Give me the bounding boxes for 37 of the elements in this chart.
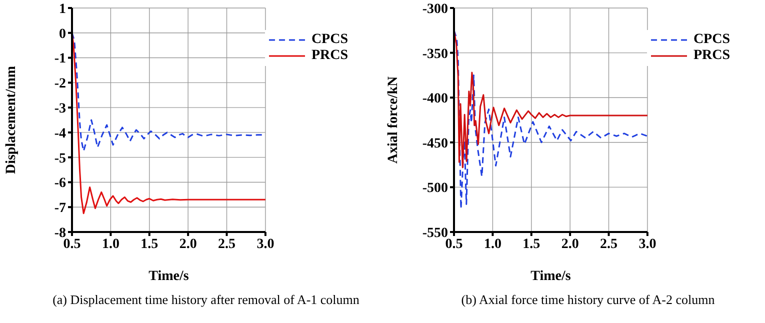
x-axis-title: Time/s bbox=[148, 269, 190, 284]
x-tick-label: 1.0 bbox=[484, 236, 502, 252]
y-tick-label: -450 bbox=[422, 136, 448, 152]
text: (b) Axial force time history curve of A-2 column bbox=[460, 292, 716, 308]
y-tick-label: 0 bbox=[59, 26, 66, 42]
x-tick-label: 0.5 bbox=[63, 236, 81, 252]
x-tick-label: 2.0 bbox=[179, 236, 197, 252]
y-tick-label: -4 bbox=[54, 126, 66, 142]
y-tick-label: -2 bbox=[54, 76, 66, 92]
legend-label: PRCS bbox=[311, 48, 348, 64]
y-tick-label: -500 bbox=[422, 181, 448, 196]
x-tick-label: 1.5 bbox=[140, 236, 158, 252]
y-tick-label: -400 bbox=[422, 92, 448, 107]
legend-label: CPCS bbox=[311, 32, 348, 48]
line-series bbox=[454, 30, 648, 210]
y-axis-title: Displacement/mm bbox=[4, 66, 19, 174]
x-tick-label: 2.5 bbox=[218, 236, 236, 252]
x-axis-title: Time/s bbox=[530, 269, 572, 284]
text: (a) Displacement time history after removal of A-1 column bbox=[52, 292, 360, 308]
legend-label: PRCS bbox=[693, 48, 730, 64]
y-axis-title: Axial force/kN bbox=[386, 76, 401, 164]
y-tick-label: -6 bbox=[54, 176, 66, 192]
x-tick-label: 3.0 bbox=[256, 236, 274, 252]
x-tick-label: 1.5 bbox=[522, 236, 540, 252]
y-tick-label: 1 bbox=[59, 2, 66, 17]
x-tick-label: 1.0 bbox=[102, 236, 120, 252]
legend-label: CPCS bbox=[693, 32, 730, 48]
y-tick-label: -7 bbox=[54, 201, 66, 216]
y-tick-label: -300 bbox=[422, 2, 448, 17]
x-tick-label: 2.0 bbox=[561, 236, 579, 252]
y-tick-label: -3 bbox=[54, 102, 66, 117]
x-tick-label: 3.0 bbox=[638, 236, 656, 252]
x-tick-label: 2.5 bbox=[600, 236, 618, 252]
y-tick-label: -350 bbox=[422, 46, 448, 62]
x-tick-label: 0.5 bbox=[445, 236, 463, 252]
y-tick-label: -1 bbox=[54, 52, 66, 67]
y-tick-label: -5 bbox=[54, 151, 66, 166]
